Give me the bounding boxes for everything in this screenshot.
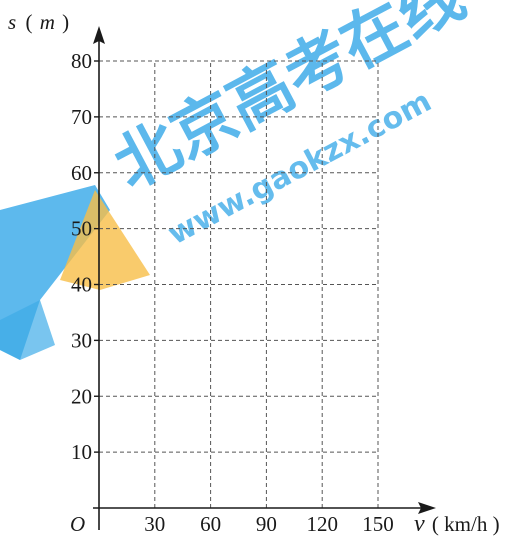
y-tick-label: 10 [71,440,92,464]
x-axis-label: v ( km/h ) [414,511,500,537]
y-tick-label: 20 [71,384,92,408]
y-axis-arrowhead [93,26,105,44]
y-axis-label-var: s [8,10,16,34]
x-tick-label: 150 [362,512,394,536]
x-tick-label: 90 [256,512,277,536]
origin-label: O [70,512,85,536]
y-tick-label: 40 [71,273,92,297]
y-tick-label: 60 [71,161,92,185]
x-axis-arrowhead [418,502,436,514]
watermark-swoosh-blue-lower [0,300,55,360]
watermark-swoosh-orange [60,190,150,290]
x-tick-label: 60 [200,512,221,536]
y-axis-label: s ( m ) [8,10,69,34]
x-tick-label: 30 [144,512,165,536]
x-tick-label: 120 [306,512,338,536]
y-axis-label-unit: m [40,10,55,34]
grid [99,60,379,508]
x-axis-label-var: v [414,511,425,537]
y-tick-label: 70 [71,105,92,129]
y-tick-label: 50 [71,217,92,241]
y-tick-label: 30 [71,328,92,352]
y-tick-labels: 10 20 30 40 50 60 70 80 [71,49,99,464]
x-axis-label-unit: ( km/h ) [432,512,500,536]
y-axis-label-open: ( [25,10,32,34]
x-tick-labels: 30 60 90 120 150 [144,512,393,536]
y-axis-label-close: ) [62,10,69,34]
y-tick-label: 80 [71,49,92,73]
